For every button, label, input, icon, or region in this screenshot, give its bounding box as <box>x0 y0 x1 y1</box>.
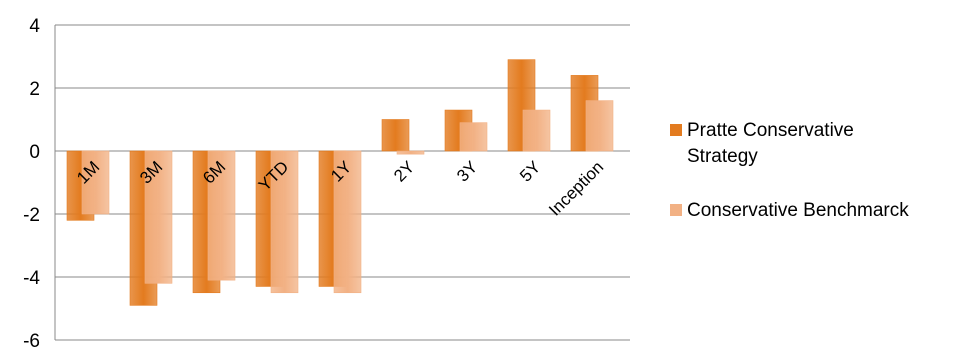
y-tick-label: -2 <box>23 205 40 226</box>
bar-strategy-2y <box>381 119 410 152</box>
legend-swatch-strategy <box>670 124 682 136</box>
x-tick-label-inception: Inception <box>545 157 607 219</box>
y-axis: 4 2 0 -2 -4 -6 <box>23 16 56 348</box>
bar-benchmark-inception <box>585 100 614 152</box>
bar-benchmark-1y <box>333 150 362 294</box>
legend-item-benchmark: Conservative Benchmarck <box>670 198 975 224</box>
y-tick-label: -4 <box>23 268 40 289</box>
bar-benchmark-3m <box>144 150 173 284</box>
legend-swatch-benchmark <box>670 204 682 216</box>
x-tick-label-3y: 3Y <box>453 157 481 185</box>
bar-benchmark-5y <box>522 109 551 152</box>
bar-benchmark-1m <box>81 150 110 215</box>
bar-benchmark-ytd <box>270 150 299 294</box>
bars <box>66 59 614 306</box>
y-tick-label: 0 <box>29 142 40 163</box>
y-tick-label: 4 <box>29 16 40 37</box>
y-tick-label: -6 <box>23 331 40 348</box>
legend: Pratte Conservative Strategy Conservativ… <box>670 118 975 252</box>
legend-item-strategy: Pratte Conservative Strategy <box>670 118 975 170</box>
bar-benchmark-3y <box>459 122 488 152</box>
x-tick-label-5y: 5Y <box>516 157 544 185</box>
x-tick-label-2y: 2Y <box>390 157 418 185</box>
y-tick-label: 2 <box>29 79 40 100</box>
bar-benchmark-2y <box>396 150 425 155</box>
legend-label-strategy: Pratte Conservative Strategy <box>687 120 854 167</box>
legend-label-benchmark: Conservative Benchmarck <box>687 200 909 221</box>
bar-benchmark-6m <box>207 150 236 281</box>
